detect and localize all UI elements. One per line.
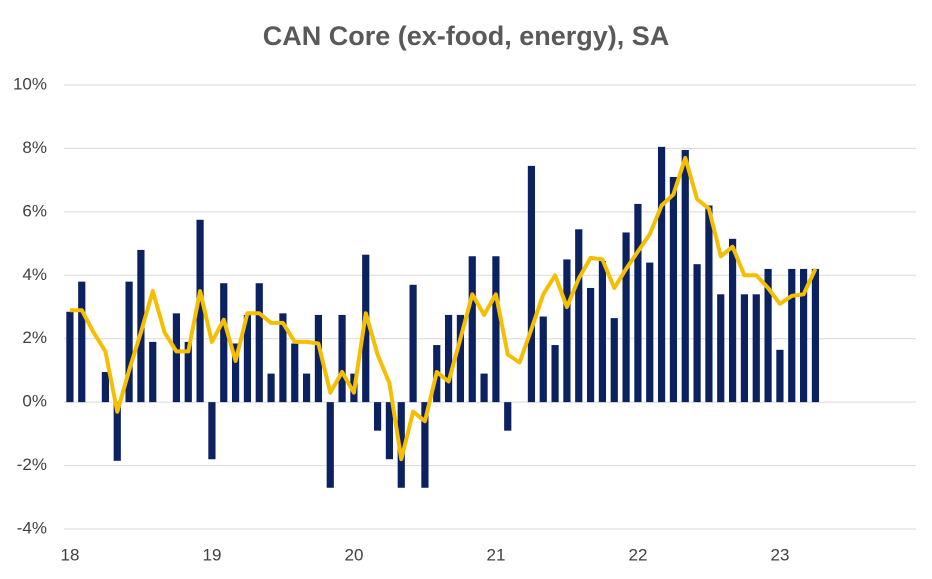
bar [338,314,346,403]
bar [326,402,334,488]
y-tick-label: -2% [17,455,47,474]
bar [634,203,642,403]
y-tick-label: -4% [17,518,47,537]
bar [622,232,630,403]
bar [456,314,465,403]
bar [527,165,536,403]
bar [669,176,678,403]
bar [397,402,405,488]
bar [646,262,654,403]
bar [776,349,784,403]
y-tick-label: 0% [22,392,47,411]
bar [314,314,323,403]
bar [811,268,820,403]
bar [385,402,394,460]
x-tick-label: 19 [203,545,222,564]
bar [220,283,228,403]
bar [66,311,74,403]
x-tick-label: 23 [771,545,790,564]
y-tick-label: 6% [22,201,47,220]
bar [586,287,595,403]
bar [764,268,772,403]
bar [705,205,713,403]
bar [504,402,512,431]
bar [231,343,240,403]
bar [78,281,86,403]
bar [752,294,760,403]
bar [208,402,216,460]
bar [728,238,737,403]
x-tick-label: 21 [487,545,506,564]
y-tick-label: 4% [22,265,47,284]
bar [693,264,701,403]
bar [421,402,429,488]
bar [610,318,618,403]
bar [539,316,547,403]
bar [468,256,476,403]
x-tick-label: 22 [629,545,648,564]
y-tick-label: 2% [22,328,47,347]
bar [799,268,808,403]
bar [279,313,287,403]
bar [243,314,252,403]
bar [184,341,192,403]
bar [740,294,749,403]
chart-title: CAN Core (ex-food, energy), SA [263,21,670,51]
bar [598,261,607,403]
bar [291,343,299,403]
bar [196,219,204,403]
bar [551,345,559,403]
bar [492,256,500,403]
bar [172,313,181,403]
line [69,155,818,462]
bar [480,373,488,403]
bar [255,283,263,403]
bar [717,294,725,403]
x-tick-label: 18 [61,545,80,564]
bar [125,281,133,403]
bar [575,229,583,403]
bar [409,284,417,403]
bar [362,254,370,403]
y-tick-label: 10% [13,74,47,93]
bar [113,402,121,461]
bar [149,341,157,403]
bar [101,372,110,403]
x-tick-label: 20 [345,545,364,564]
bar [657,146,666,403]
bar [302,373,311,403]
bar [444,314,453,403]
bar [681,150,689,403]
bar [373,402,382,431]
bar [267,373,275,403]
bar [788,268,796,403]
y-tick-label: 8% [22,138,47,157]
bar [563,259,571,403]
